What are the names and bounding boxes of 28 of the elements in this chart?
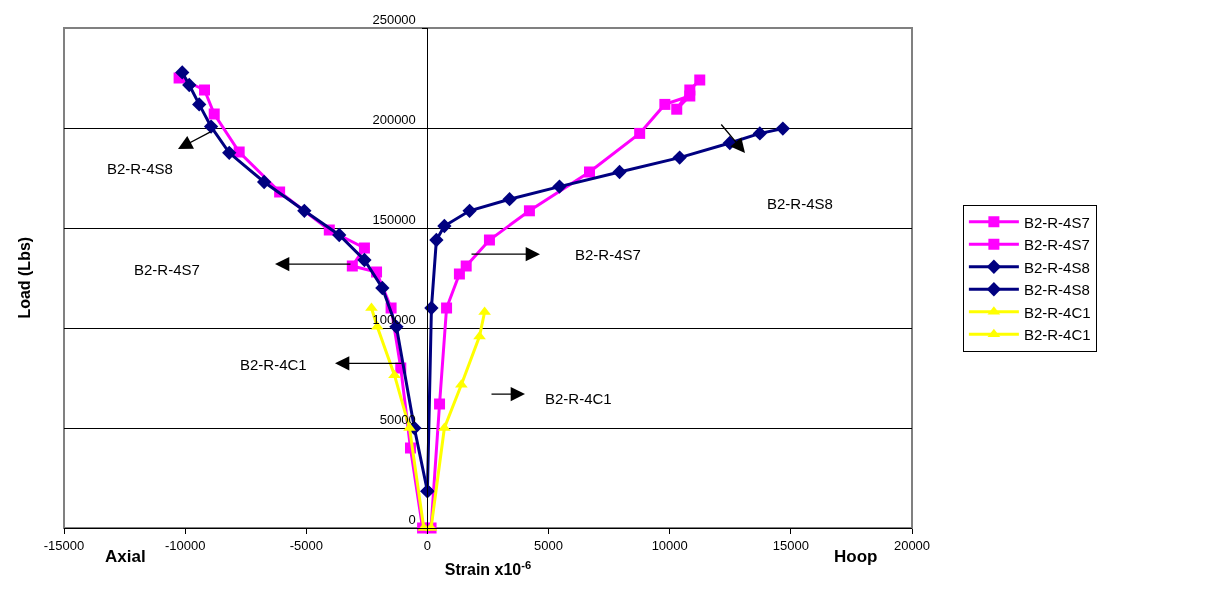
y-tick-label: 250000: [372, 11, 416, 27]
x-axis-title: Strain x10$^{-6}$: [444, 558, 532, 579]
y-tick-label: 200000: [372, 111, 416, 127]
x-tick-label: -10000: [164, 537, 206, 553]
y-axis-title: Load (Lbs): [15, 236, 33, 319]
legend-label: B2-R-4C1: [1023, 326, 1091, 344]
annotation: B2-R-4S8: [107, 160, 173, 177]
x-tick-label: 5000: [534, 537, 564, 553]
x-tick-label: -15000: [43, 537, 85, 553]
text: Hoop: [834, 547, 878, 566]
legend-label: B2-R-4S8: [1023, 258, 1090, 276]
annotation: B2-R-4S7: [134, 261, 200, 278]
legend-label: B2-R-4S7: [1023, 236, 1090, 254]
legend-label: B2-R-4S7: [1023, 213, 1090, 231]
annotation: B2-R-4C1: [240, 356, 307, 373]
annotation: B2-R-4S7: [575, 246, 641, 263]
text: Axial: [105, 547, 146, 566]
x-tick-label: 20000: [893, 537, 931, 553]
legend-label: B2-R-4C1: [1023, 303, 1091, 321]
x-tick-label: -5000: [289, 537, 323, 553]
legend-label: B2-R-4S8: [1023, 281, 1090, 299]
y-tick-label: 0: [408, 511, 416, 527]
x-tick-label: 10000: [651, 537, 688, 553]
annotation: B2-R-4C1: [545, 390, 612, 407]
y-tick-label: 150000: [372, 211, 416, 227]
x-tick-label: 15000: [772, 537, 809, 553]
annotation: B2-R-4S8: [767, 195, 833, 212]
x-tick-label: 0: [423, 537, 432, 553]
